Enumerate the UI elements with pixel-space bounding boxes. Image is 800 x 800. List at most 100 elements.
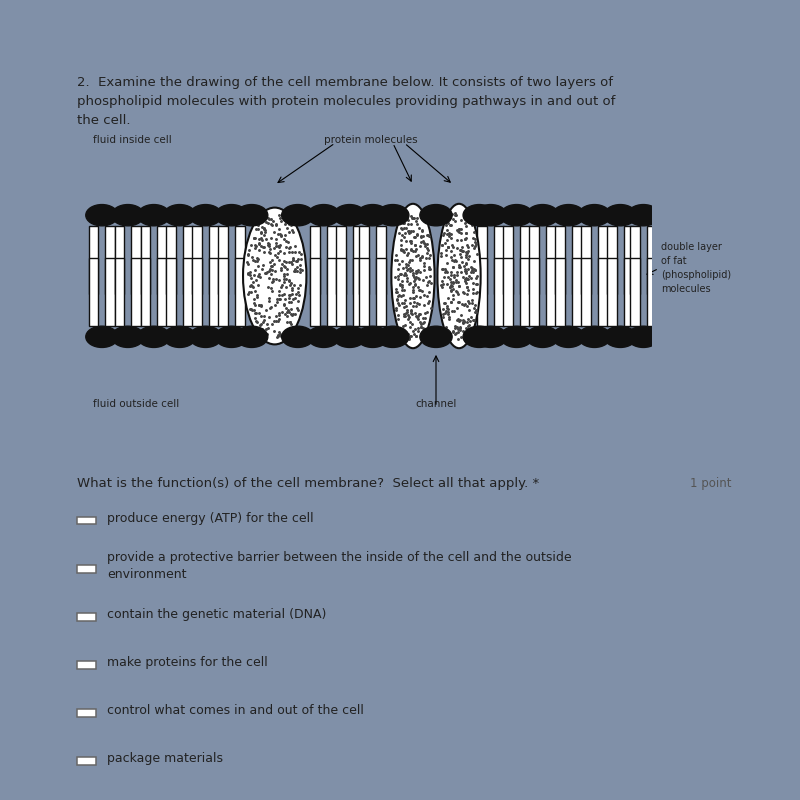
Bar xyxy=(630,226,640,294)
Circle shape xyxy=(474,205,507,226)
Circle shape xyxy=(627,326,659,347)
Text: control what comes in and out of the cell: control what comes in and out of the cel… xyxy=(107,704,364,717)
Text: What is the function(s) of the cell membrane?  Select all that apply. *: What is the function(s) of the cell memb… xyxy=(77,477,539,490)
Text: protein molecules: protein molecules xyxy=(324,135,418,146)
Bar xyxy=(598,258,608,326)
Bar xyxy=(581,258,591,326)
Bar xyxy=(530,226,539,294)
Bar xyxy=(503,226,513,294)
Bar xyxy=(131,258,141,326)
Bar xyxy=(376,258,386,326)
Bar xyxy=(359,258,369,326)
Bar xyxy=(89,226,98,294)
Bar xyxy=(106,258,115,326)
Circle shape xyxy=(282,205,314,226)
Bar xyxy=(235,258,245,326)
Circle shape xyxy=(235,205,268,226)
Text: channel: channel xyxy=(415,399,457,409)
Bar xyxy=(336,226,346,294)
Circle shape xyxy=(307,326,340,347)
Circle shape xyxy=(357,326,389,347)
Circle shape xyxy=(86,205,118,226)
Bar xyxy=(183,258,193,326)
Bar xyxy=(192,258,202,326)
Circle shape xyxy=(526,326,558,347)
Text: package materials: package materials xyxy=(107,752,223,766)
Bar xyxy=(141,226,150,294)
Bar xyxy=(503,258,513,326)
Bar xyxy=(546,258,556,326)
Circle shape xyxy=(138,205,170,226)
Bar xyxy=(376,226,386,294)
Bar xyxy=(572,226,582,294)
Circle shape xyxy=(377,205,409,226)
Circle shape xyxy=(578,326,610,347)
Text: 1 point: 1 point xyxy=(690,477,731,490)
Bar xyxy=(77,517,96,525)
Circle shape xyxy=(334,205,366,226)
Circle shape xyxy=(463,326,495,347)
Bar xyxy=(141,258,150,326)
Bar xyxy=(77,758,96,765)
Bar xyxy=(624,258,634,326)
Circle shape xyxy=(112,205,144,226)
Circle shape xyxy=(501,205,533,226)
Bar xyxy=(166,226,176,294)
Ellipse shape xyxy=(438,204,481,348)
Bar xyxy=(598,226,608,294)
Bar xyxy=(106,226,115,294)
Circle shape xyxy=(604,326,637,347)
Circle shape xyxy=(138,326,170,347)
Bar xyxy=(336,258,346,326)
Bar xyxy=(494,226,504,294)
Circle shape xyxy=(86,326,118,347)
Bar xyxy=(310,258,320,326)
Bar xyxy=(555,226,565,294)
Bar xyxy=(520,226,530,294)
Bar xyxy=(647,226,657,294)
Circle shape xyxy=(501,326,533,347)
Bar xyxy=(209,258,219,326)
Text: double layer
of fat
(phospholipid)
molecules: double layer of fat (phospholipid) molec… xyxy=(661,242,730,294)
Bar xyxy=(630,258,640,326)
Ellipse shape xyxy=(243,208,306,344)
Text: fluid inside cell: fluid inside cell xyxy=(94,135,172,146)
Text: fluid outside cell: fluid outside cell xyxy=(94,399,179,409)
Bar xyxy=(218,258,228,326)
Bar xyxy=(209,226,219,294)
Bar xyxy=(131,226,141,294)
Bar xyxy=(359,226,369,294)
Circle shape xyxy=(112,326,144,347)
Bar xyxy=(89,258,98,326)
Bar xyxy=(494,258,504,326)
Circle shape xyxy=(163,326,196,347)
Circle shape xyxy=(307,205,340,226)
Bar xyxy=(77,613,96,621)
Bar xyxy=(183,226,193,294)
Ellipse shape xyxy=(391,204,434,348)
Bar xyxy=(327,226,337,294)
Circle shape xyxy=(357,205,389,226)
Bar xyxy=(158,258,167,326)
Circle shape xyxy=(190,205,222,226)
Bar xyxy=(353,226,363,294)
Text: make proteins for the cell: make proteins for the cell xyxy=(107,656,267,669)
Circle shape xyxy=(215,205,248,226)
Circle shape xyxy=(190,326,222,347)
Circle shape xyxy=(552,205,585,226)
Circle shape xyxy=(552,326,585,347)
Bar xyxy=(624,226,634,294)
Circle shape xyxy=(463,205,495,226)
Circle shape xyxy=(334,326,366,347)
Text: 2.  Examine the drawing of the cell membrane below. It consists of two layers of: 2. Examine the drawing of the cell membr… xyxy=(77,76,615,126)
Bar xyxy=(310,226,320,294)
Bar xyxy=(235,226,245,294)
Circle shape xyxy=(377,326,409,347)
Circle shape xyxy=(526,205,558,226)
Bar xyxy=(192,226,202,294)
Circle shape xyxy=(420,326,452,347)
Bar xyxy=(581,226,591,294)
Bar xyxy=(530,258,539,326)
Bar xyxy=(478,258,487,326)
Bar xyxy=(158,226,167,294)
